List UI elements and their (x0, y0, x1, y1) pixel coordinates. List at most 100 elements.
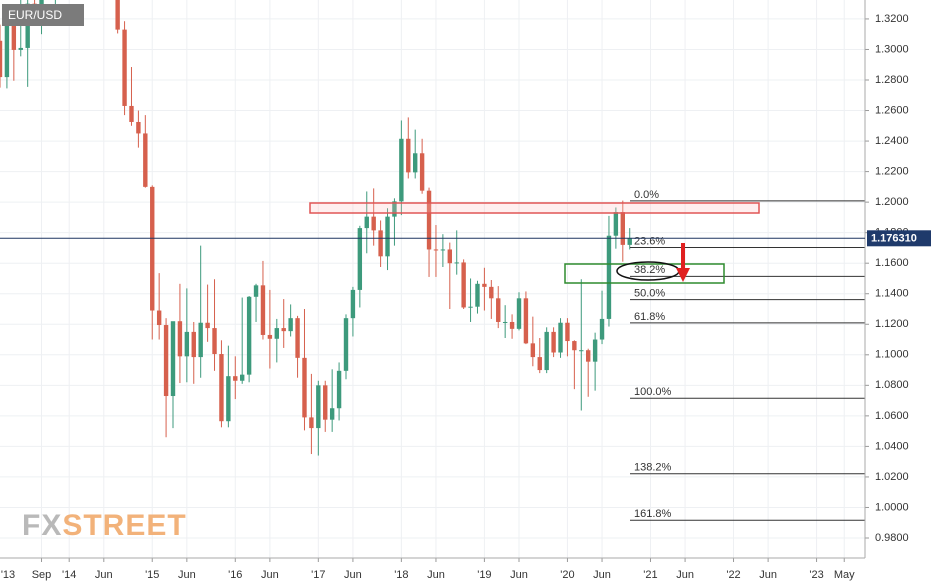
x-tick-label: Jun (759, 569, 777, 581)
candle-body (122, 29, 127, 106)
candle-body (184, 331, 190, 357)
y-tick-label: 1.2400 (875, 135, 909, 147)
candle-body (371, 216, 376, 231)
candle-body (150, 186, 155, 311)
candle-body (143, 133, 148, 187)
x-tick-label: '16 (228, 569, 242, 581)
candle-body (240, 374, 245, 381)
candle-body (219, 354, 224, 422)
candle-body (496, 298, 501, 322)
candle-body (267, 334, 273, 339)
candle-body (385, 216, 390, 257)
candle-body (482, 283, 487, 287)
y-tick-label: 1.2200 (875, 166, 909, 178)
y-tick-label: 1.0000 (875, 501, 909, 513)
symbol: EUR/USD (8, 8, 62, 22)
fib-label: 0.0% (634, 189, 659, 201)
arrow-head (676, 268, 690, 282)
y-tick-label: 1.2000 (875, 196, 909, 208)
candle-body (357, 228, 363, 290)
resistance-zone (309, 202, 760, 214)
candle-body (406, 138, 411, 173)
x-tick-label: Jun (261, 569, 279, 581)
y-tick-label: 1.1400 (875, 288, 909, 300)
candle-body (433, 249, 439, 251)
x-tick-label: '18 (394, 569, 408, 581)
candle-body (509, 321, 515, 329)
y-tick-label: 1.3200 (875, 13, 909, 25)
candle-body (399, 138, 404, 202)
candle-body (246, 296, 252, 375)
candle-body (274, 328, 279, 339)
candle-body (502, 321, 508, 323)
y-tick-label: 1.3000 (875, 43, 909, 55)
candle-body (551, 331, 556, 353)
candle-body (592, 339, 598, 362)
candles (0, 0, 632, 456)
candle-body (620, 212, 625, 245)
y-tick-label: 1.1200 (875, 318, 909, 330)
watermark-street: STREET (62, 509, 186, 542)
candle-body (0, 40, 3, 78)
y-tick-label: 1.2600 (875, 104, 909, 116)
y-tick-label: 1.0200 (875, 471, 909, 483)
fib-label: 100.0% (634, 386, 672, 398)
candle-body (11, 23, 17, 50)
current-price-label: 1.176310 (871, 233, 917, 245)
x-tick-label: Jun (510, 569, 528, 581)
candle-body (205, 322, 210, 329)
y-tick-label: 1.1000 (875, 349, 909, 361)
fib-label: 161.8% (634, 508, 672, 520)
candle-body (4, 23, 10, 78)
candle-body (156, 310, 162, 326)
fib-levels: 0.0% 23.6% 38.2% 50.0% 61.8% 100.0% 138.2% 161.… (630, 189, 865, 521)
candle-body (419, 153, 425, 191)
x-tick-label: '20 (560, 569, 574, 581)
candle-body (260, 285, 266, 335)
candle-body (454, 262, 459, 264)
candle-body (530, 343, 536, 358)
candle-body (558, 322, 563, 353)
watermark: FXSTREET (22, 509, 187, 542)
candle-body (378, 230, 383, 257)
x-tick-label: May (834, 569, 855, 581)
candle-body (586, 350, 591, 362)
candle-body (565, 322, 570, 342)
current-price-badge (867, 230, 931, 247)
fib-label: 38.2% (634, 264, 665, 276)
x-tick-label: Jun (427, 569, 445, 581)
candle-body (212, 328, 217, 355)
x-tick-label: '21 (643, 569, 657, 581)
candle-body (523, 298, 529, 344)
candle-body (413, 153, 418, 173)
candle-body (336, 370, 342, 409)
candle-body (163, 325, 169, 397)
y-tick-label: 0.9800 (875, 532, 909, 544)
y-tick-label: 1.1600 (875, 257, 909, 269)
candle-body (170, 321, 176, 397)
x-tick-label: Sep (32, 569, 52, 581)
candle-body (364, 216, 369, 229)
candle-body (233, 376, 238, 381)
candle-body (447, 249, 452, 264)
candle-body (136, 121, 141, 134)
candle-body (475, 283, 480, 307)
watermark-fx: FX (22, 509, 62, 542)
candle-body (316, 385, 321, 429)
support-zone (564, 263, 725, 284)
candle-body (440, 249, 446, 251)
x-tick-label: '15 (145, 569, 159, 581)
candle-body (288, 318, 293, 332)
x-tick-label: '19 (477, 569, 491, 581)
candle-body (516, 298, 522, 329)
candle-body (489, 286, 494, 299)
candle-body (537, 357, 542, 371)
candle-body (572, 341, 577, 351)
fib-label: 50.0% (634, 288, 665, 300)
candle-body (544, 331, 549, 371)
candle-body (613, 212, 619, 236)
y-tick-label: 1.0600 (875, 410, 909, 422)
